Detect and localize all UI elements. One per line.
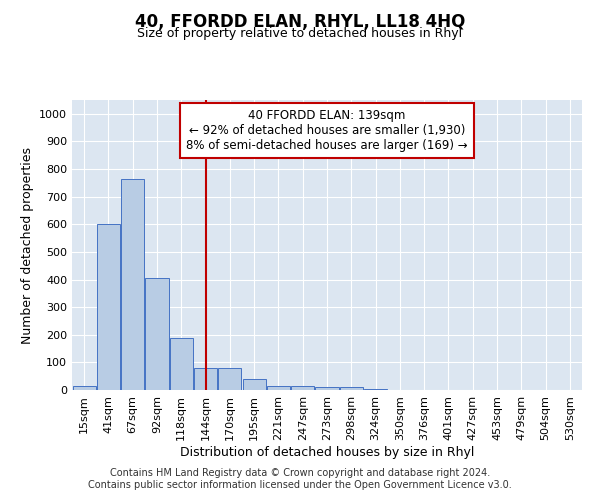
- Bar: [121, 178, 144, 390]
- Bar: [145, 278, 169, 390]
- Bar: [340, 387, 363, 390]
- Text: 40, FFORDD ELAN, RHYL, LL18 4HQ: 40, FFORDD ELAN, RHYL, LL18 4HQ: [135, 12, 465, 30]
- Bar: [97, 224, 120, 390]
- Bar: [194, 368, 217, 390]
- Bar: [170, 338, 193, 390]
- Bar: [73, 386, 95, 390]
- Bar: [267, 386, 290, 390]
- Text: Contains HM Land Registry data © Crown copyright and database right 2024.
Contai: Contains HM Land Registry data © Crown c…: [88, 468, 512, 490]
- Bar: [364, 388, 387, 390]
- Text: Size of property relative to detached houses in Rhyl: Size of property relative to detached ho…: [137, 28, 463, 40]
- Bar: [316, 387, 338, 390]
- Text: 40 FFORDD ELAN: 139sqm
← 92% of detached houses are smaller (1,930)
8% of semi-d: 40 FFORDD ELAN: 139sqm ← 92% of detached…: [186, 108, 468, 152]
- X-axis label: Distribution of detached houses by size in Rhyl: Distribution of detached houses by size …: [180, 446, 474, 458]
- Bar: [291, 386, 314, 390]
- Y-axis label: Number of detached properties: Number of detached properties: [20, 146, 34, 344]
- Bar: [218, 368, 241, 390]
- Bar: [242, 379, 266, 390]
